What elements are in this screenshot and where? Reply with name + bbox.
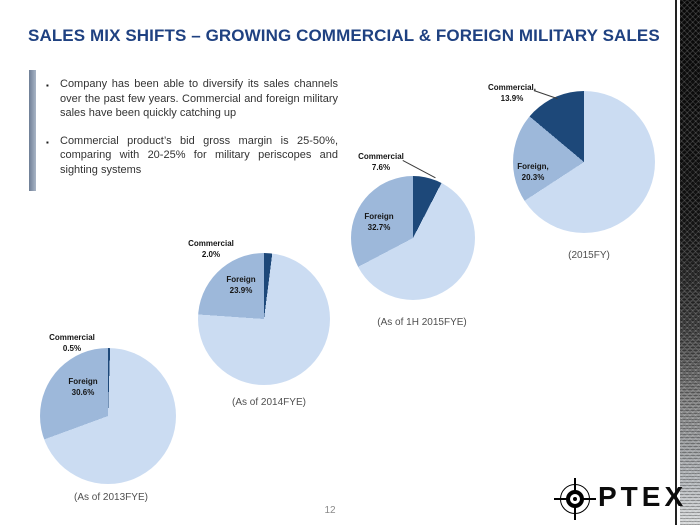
pie-label-foreign: Foreign 30.6% bbox=[51, 377, 115, 398]
bullet-marker: ▪ bbox=[46, 137, 49, 147]
logo-wordmark: PTEX bbox=[598, 481, 688, 512]
pie-label-commercial: Commercial 7.6% bbox=[349, 152, 413, 173]
right-edge-divider-line bbox=[675, 0, 677, 525]
pie-label-line: Foreign bbox=[226, 275, 256, 284]
slide-title: SALES MIX SHIFTS – GROWING COMMERCIAL & … bbox=[28, 26, 660, 45]
bullet-item: ▪ Company has been able to diversify its… bbox=[46, 77, 338, 121]
bullet-list: ▪ Company has been able to diversify its… bbox=[46, 77, 338, 191]
bullet-text: Company has been able to diversify its s… bbox=[60, 78, 338, 120]
pie-label-line: Commercial, bbox=[487, 83, 537, 92]
page-number: 12 bbox=[324, 505, 336, 516]
reticle-center-dot bbox=[573, 497, 577, 501]
crosshair-reticle-icon bbox=[552, 477, 598, 523]
pie-chart-2015fy bbox=[513, 91, 655, 233]
pie-label-line: Foreign bbox=[68, 377, 98, 386]
pie-label-line: 32.7% bbox=[367, 222, 391, 232]
text-accent-bar bbox=[29, 70, 36, 191]
pie-caption-1h-2015fye: (As of 1H 2015FYE) bbox=[377, 317, 467, 328]
pie-label-foreign: Foreign 23.9% bbox=[209, 275, 273, 296]
pie-label-line: Foreign bbox=[364, 212, 394, 221]
pie-chart-2014fye bbox=[198, 253, 330, 385]
pie-label-commercial: Commercial, 13.9% bbox=[480, 83, 544, 104]
pie-label-line: Commercial bbox=[358, 152, 404, 161]
pie-chart-1h-2015fye bbox=[351, 176, 475, 300]
pie-caption-2014fye: (As of 2014FYE) bbox=[232, 397, 306, 408]
bullet-item: ▪ Commercial product’s bid gross margin … bbox=[46, 134, 338, 178]
pie-label-commercial: Commercial 0.5% bbox=[40, 333, 104, 354]
pie-label-line: 0.5% bbox=[62, 343, 82, 353]
pie-label-line: 30.6% bbox=[71, 387, 95, 397]
pie-label-line: 7.6% bbox=[371, 162, 391, 172]
pie-label-line: 13.9% bbox=[500, 93, 524, 103]
bullet-text: Commercial product’s bid gross margin is… bbox=[60, 134, 338, 176]
carbon-fiber-side-strip bbox=[680, 0, 700, 525]
pie-caption-2013fye: (As of 2013FYE) bbox=[74, 492, 148, 503]
bullet-marker: ▪ bbox=[46, 81, 49, 90]
pie-label-line: 23.9% bbox=[229, 285, 253, 295]
optex-logo: PTEX bbox=[552, 477, 700, 525]
pie-label-line: 20.3% bbox=[521, 172, 545, 182]
pie-label-line: Commercial bbox=[49, 333, 95, 342]
pie-label-line: Foreign, bbox=[517, 162, 549, 171]
pie-label-foreign: Foreign, 20.3% bbox=[501, 162, 565, 183]
pie-label-line: Commercial bbox=[188, 239, 234, 248]
pie-label-foreign: Foreign 32.7% bbox=[347, 212, 411, 233]
pie-label-commercial: Commercial 2.0% bbox=[179, 239, 243, 260]
pie-chart-2013fye bbox=[40, 348, 176, 484]
pie-caption-2015fy: (2015FY) bbox=[568, 250, 610, 261]
pie-label-line: 2.0% bbox=[201, 249, 221, 259]
